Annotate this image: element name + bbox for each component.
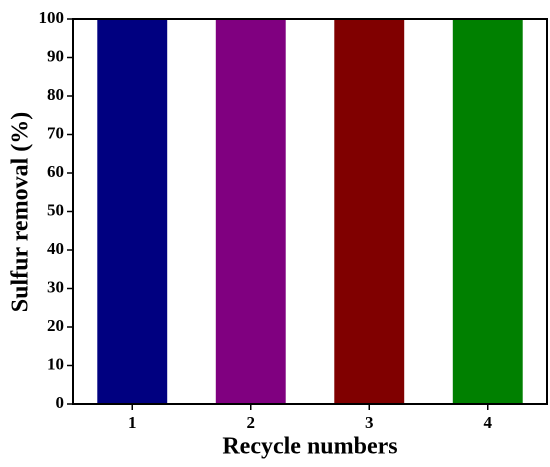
y-axis-title: Sulfur removal (%) xyxy=(8,112,34,312)
bar xyxy=(452,19,523,404)
y-tick-label: 40 xyxy=(47,239,64,258)
x-tick-label: 4 xyxy=(484,413,493,432)
y-tick-label: 60 xyxy=(47,162,64,181)
y-tick-label: 100 xyxy=(39,8,65,27)
x-axis-title: Recycle numbers xyxy=(222,434,397,460)
y-tick-label: 80 xyxy=(47,85,64,104)
y-tick-label: 20 xyxy=(47,316,64,335)
y-tick-label: 30 xyxy=(47,277,64,296)
y-tick-label: 0 xyxy=(56,393,65,412)
x-tick-label: 1 xyxy=(128,413,137,432)
y-tick-label: 50 xyxy=(47,200,64,219)
bar xyxy=(334,19,405,404)
x-tick-label: 3 xyxy=(365,413,374,432)
x-tick-label: 2 xyxy=(247,413,256,432)
y-tick-label: 10 xyxy=(47,354,64,373)
bar xyxy=(215,19,286,404)
bar xyxy=(97,19,168,404)
plot-frame xyxy=(72,18,548,405)
y-tick-label: 90 xyxy=(47,46,64,65)
y-tick-label: 70 xyxy=(47,123,64,142)
